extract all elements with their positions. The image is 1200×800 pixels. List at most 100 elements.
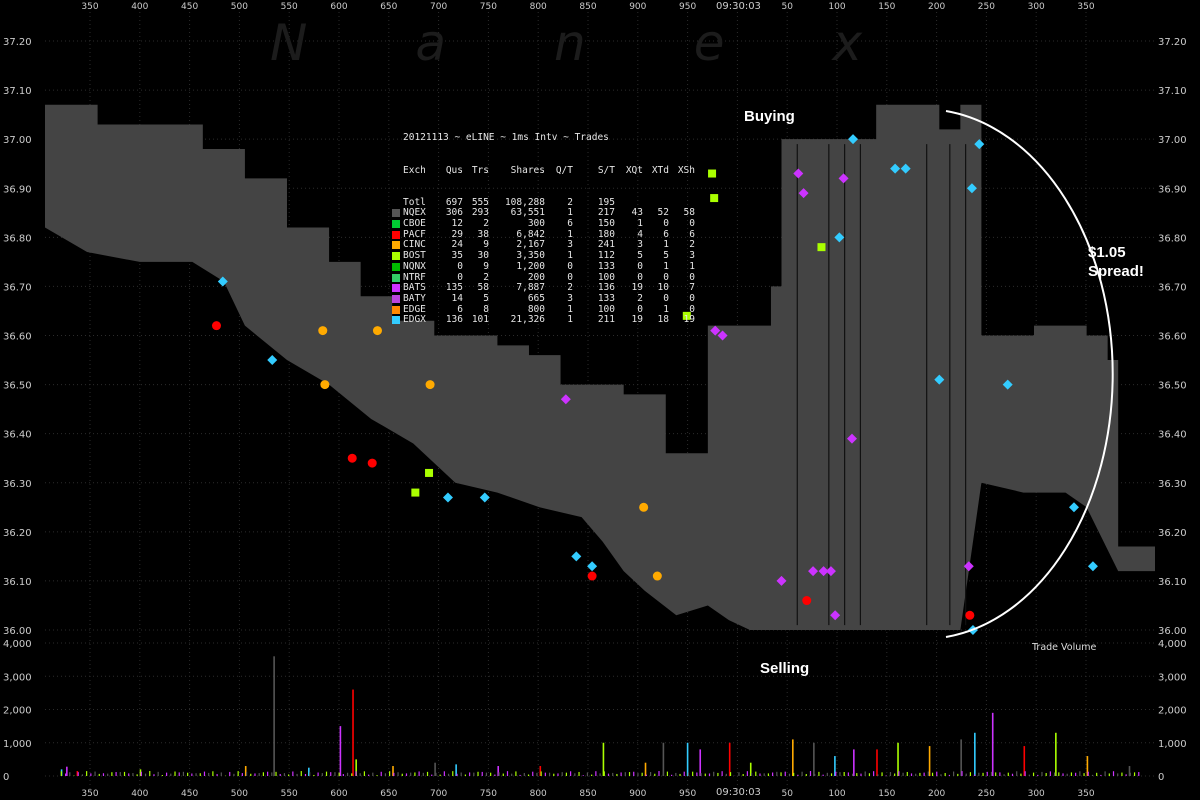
volume-bar — [1032, 772, 1035, 776]
volume-bar — [161, 775, 163, 776]
volume-bar — [506, 771, 509, 776]
volume-bar — [469, 772, 471, 776]
volume-bar — [288, 774, 290, 776]
volume-bar — [894, 773, 896, 776]
stats-cell: 108,288 — [504, 196, 545, 208]
volume-bar — [187, 772, 189, 776]
volume-bar — [856, 773, 858, 776]
stats-row-nqex: NQEX 306 293 63,551 1 217 43 52 58 — [392, 207, 695, 219]
x-tick-label-bottom: 150 — [878, 789, 895, 799]
stats-cell: 1 — [689, 260, 695, 272]
volume-bar — [725, 773, 727, 776]
x-tick-label-bottom: 250 — [978, 789, 995, 799]
buying-annotation: Buying — [744, 108, 795, 125]
volume-tick-label-left: 2,000 — [3, 706, 32, 717]
volume-bar — [426, 771, 429, 776]
volume-bar — [241, 773, 243, 776]
stats-cell: 112 — [597, 250, 615, 262]
selling-annotation: Selling — [760, 660, 810, 677]
y-tick-label-left: 37.20 — [3, 37, 32, 48]
volume-bar — [397, 772, 399, 776]
volume-bar — [755, 771, 757, 776]
volume-bar — [717, 772, 719, 776]
y-tick-label-right: 36.80 — [1158, 233, 1187, 244]
volume-bar — [195, 773, 197, 776]
volume-bar — [574, 773, 576, 776]
volume-bar — [136, 774, 138, 776]
x-tick-label-top: 700 — [430, 2, 447, 12]
volume-tick-label-right: 1,000 — [1158, 739, 1187, 750]
stats-cell: 3 — [689, 250, 695, 262]
volume-bar — [473, 772, 475, 776]
stats-cell: 800 — [527, 303, 545, 315]
trade-marker-edgx — [848, 134, 859, 145]
trade-marker-bats — [717, 330, 728, 341]
volume-bar — [919, 772, 921, 776]
volume-bar — [1041, 771, 1043, 776]
volume-bar — [69, 772, 71, 776]
stats-cell: 1 — [663, 239, 669, 251]
trade-marker-edgx — [267, 355, 278, 366]
nanex-watermark-logo: Nanex — [270, 14, 971, 72]
volume-bar — [902, 772, 904, 776]
exchange-stats-table: 20121113 ~ eLINE ~ 1ms Intv ~ Trades Exc… — [392, 112, 695, 337]
stats-cell: 133 — [597, 292, 615, 304]
volume-bar — [1129, 772, 1131, 776]
volume-bar — [384, 773, 387, 776]
volume-bar — [165, 772, 168, 776]
volume-bar — [699, 749, 702, 776]
trade-marker-bats — [710, 325, 721, 336]
exchange-color-swatch — [392, 273, 400, 282]
nbbo-spread-area — [45, 104, 1155, 630]
volume-bar — [539, 766, 542, 776]
stats-cell: 133 — [597, 260, 615, 272]
volume-bar — [582, 775, 584, 776]
volume-tick-label-left: 1,000 — [3, 739, 32, 750]
volume-bar — [960, 739, 962, 776]
volume-bar — [355, 771, 357, 776]
volume-bar — [144, 773, 147, 776]
volume-bar — [199, 773, 201, 776]
stats-cell: 306 — [445, 207, 463, 219]
volume-bar — [443, 771, 445, 776]
volume-bar — [830, 773, 833, 776]
volume-bar — [132, 773, 134, 776]
stats-cell: 135 — [445, 282, 463, 294]
trade-marker-bats — [963, 561, 974, 572]
volume-bar — [128, 773, 130, 776]
volume-bar — [686, 742, 689, 776]
stats-cell: 3 — [567, 239, 573, 251]
trade-marker-edgx — [442, 492, 453, 503]
stats-row-edgx: EDGX 136 101 21,326 1 211 19 18 19 — [392, 315, 695, 326]
volume-bar — [66, 766, 68, 776]
stats-cell: 0 — [663, 218, 669, 230]
volume-bar — [835, 771, 837, 776]
stats-header-s-t: S/T — [597, 164, 615, 176]
x-tick-label-top: 800 — [530, 2, 547, 12]
volume-bar — [296, 773, 298, 776]
stats-cell: 136 — [597, 282, 615, 294]
stats-cell: 52 — [657, 207, 669, 219]
volume-bar — [767, 773, 770, 776]
stats-cell: 10 — [657, 282, 669, 294]
stats-cell: PACF — [403, 228, 426, 240]
x-tick-label-bottom: 950 — [679, 789, 696, 799]
volume-bar — [220, 772, 222, 776]
volume-bar — [485, 772, 488, 776]
volume-bar — [515, 771, 517, 776]
volume-bar — [309, 772, 311, 776]
volume-bar — [98, 773, 100, 776]
exchange-color-swatch — [392, 241, 400, 250]
volume-bar — [641, 772, 643, 776]
stats-cell: 0 — [663, 271, 669, 283]
stats-row-pacf: PACF 29 38 6,842 1 180 4 6 6 — [392, 228, 695, 241]
volume-bar — [401, 773, 403, 776]
volume-bar — [607, 773, 610, 776]
volume-bar — [728, 742, 731, 776]
spread-value: $1.05 — [1088, 244, 1126, 261]
volume-bar — [1016, 771, 1018, 776]
x-tick-label-top: 100 — [828, 2, 845, 12]
volume-bar — [969, 772, 972, 776]
trade-marker-bats — [793, 168, 804, 179]
volume-bar — [548, 772, 551, 776]
